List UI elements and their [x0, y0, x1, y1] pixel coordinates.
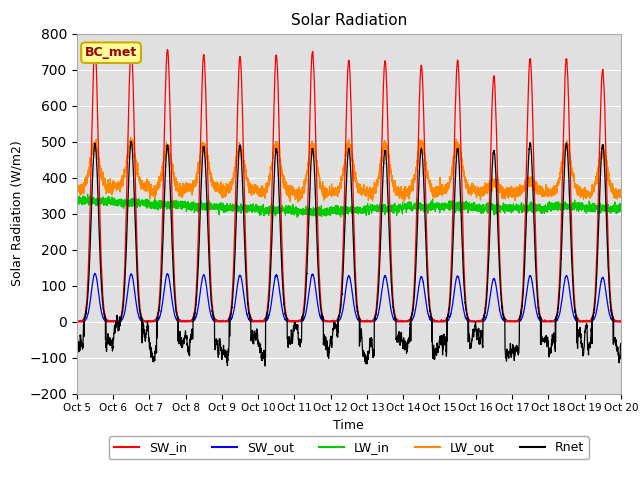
- SW_in: [471, 319, 479, 324]
- SW_out: [441, 319, 449, 324]
- SW_out: [91, 271, 99, 276]
- SW_in: [73, 319, 81, 324]
- SW_in: [92, 45, 99, 50]
- LW_out: [502, 186, 509, 192]
- Title: Solar Radiation: Solar Radiation: [291, 13, 407, 28]
- Line: SW_in: SW_in: [77, 48, 621, 322]
- Y-axis label: Solar Radiation (W/m2): Solar Radiation (W/m2): [10, 141, 24, 287]
- LW_in: [471, 204, 479, 209]
- SW_out: [171, 312, 179, 318]
- LW_out: [73, 182, 81, 188]
- Rnet: [329, 330, 337, 336]
- SW_out: [73, 319, 81, 324]
- SW_out: [616, 319, 624, 324]
- Line: Rnet: Rnet: [77, 142, 621, 366]
- Rnet: [502, 355, 509, 361]
- LW_out: [617, 192, 625, 197]
- Rnet: [471, 326, 479, 332]
- SW_in: [73, 318, 81, 324]
- LW_out: [294, 199, 301, 205]
- Rnet: [127, 139, 135, 144]
- SW_in: [617, 319, 625, 324]
- SW_in: [171, 283, 179, 289]
- LW_in: [617, 208, 625, 214]
- LW_in: [441, 206, 449, 212]
- SW_out: [502, 319, 509, 324]
- SW_out: [73, 319, 81, 324]
- LW_in: [616, 207, 624, 213]
- SW_out: [617, 319, 625, 324]
- Line: SW_out: SW_out: [77, 274, 621, 322]
- SW_in: [329, 319, 337, 324]
- LW_out: [471, 185, 479, 191]
- Legend: SW_in, SW_out, LW_in, LW_out, Rnet: SW_in, SW_out, LW_in, LW_out, Rnet: [109, 436, 589, 459]
- LW_in: [73, 194, 81, 200]
- LW_in: [84, 192, 92, 197]
- SW_in: [441, 318, 449, 324]
- LW_in: [171, 201, 179, 207]
- SW_in: [502, 319, 509, 324]
- LW_out: [171, 174, 179, 180]
- X-axis label: Time: Time: [333, 419, 364, 432]
- SW_in: [616, 318, 624, 324]
- LW_in: [329, 207, 337, 213]
- SW_out: [471, 319, 479, 324]
- LW_out: [329, 187, 337, 192]
- LW_in: [313, 215, 321, 221]
- LW_out: [127, 134, 134, 140]
- Rnet: [171, 294, 179, 300]
- Rnet: [441, 337, 449, 343]
- Text: BC_met: BC_met: [85, 46, 137, 59]
- Rnet: [261, 363, 269, 369]
- LW_out: [616, 193, 624, 199]
- Rnet: [616, 344, 624, 350]
- Line: LW_out: LW_out: [77, 137, 621, 202]
- Rnet: [617, 340, 625, 346]
- SW_out: [329, 319, 337, 324]
- Line: LW_in: LW_in: [77, 194, 621, 218]
- Rnet: [73, 338, 81, 344]
- LW_in: [502, 205, 509, 211]
- LW_out: [441, 189, 449, 195]
